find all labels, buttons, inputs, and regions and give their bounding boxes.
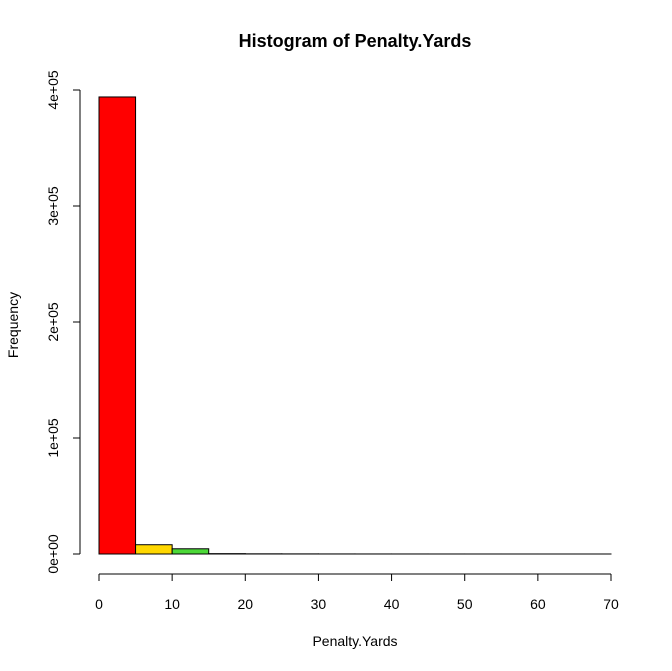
x-tick-label: 20 — [237, 596, 253, 612]
histogram-bar — [98, 96, 137, 555]
histogram-bar — [171, 548, 210, 555]
x-tick-label: 40 — [384, 596, 400, 612]
x-tick-label: 70 — [603, 596, 619, 612]
y-tick-label: 3e+05 — [45, 186, 61, 226]
x-tick-label: 60 — [530, 596, 546, 612]
bars-group — [98, 96, 612, 555]
x-tick-label: 30 — [311, 596, 327, 612]
y-axis: 0e+00 1e+05 2e+05 3e+05 4e+05 — [45, 70, 81, 574]
x-tick-label: 50 — [457, 596, 473, 612]
y-tick-label: 0e+00 — [45, 534, 61, 574]
x-axis-label: Penalty.Yards — [312, 633, 397, 649]
chart-title: Histogram of Penalty.Yards — [239, 31, 472, 51]
x-tick-label: 0 — [95, 596, 103, 612]
y-tick-label: 1e+05 — [45, 418, 61, 458]
y-tick-label: 4e+05 — [45, 70, 61, 110]
y-tick-label: 2e+05 — [45, 302, 61, 342]
y-axis-label: Frequency — [5, 292, 21, 358]
histogram-bar — [135, 544, 173, 555]
x-axis: 0 10 20 30 40 50 60 70 — [95, 573, 619, 612]
x-tick-label: 10 — [164, 596, 180, 612]
